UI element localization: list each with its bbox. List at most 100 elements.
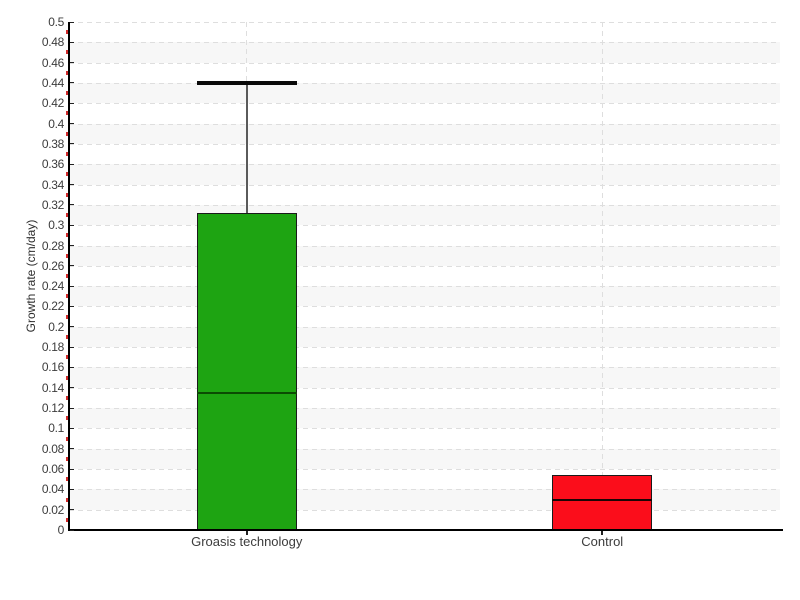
- h-gridline: [69, 509, 780, 511]
- y-tick: [70, 326, 74, 328]
- y-tick-label: 0: [57, 523, 65, 537]
- y-tick-label: 0.16: [41, 360, 64, 375]
- y-tick-label: 0.06: [41, 462, 64, 477]
- y-minor-tick: [66, 253, 68, 258]
- y-tick-label: 0.22: [41, 299, 64, 314]
- y-tick-label: 0.26: [41, 258, 64, 273]
- y-minor-tick: [66, 456, 68, 461]
- y-minor-tick: [66, 50, 68, 55]
- y-tick-label: 0.28: [41, 238, 64, 253]
- y-tick: [70, 407, 74, 409]
- y-tick-label: 0.2: [48, 319, 64, 334]
- y-minor-tick: [66, 30, 68, 35]
- y-tick-label: 0.24: [41, 279, 64, 294]
- y-tick: [70, 509, 74, 511]
- y-tick: [70, 204, 74, 206]
- y-tick-label: 0.42: [41, 96, 64, 111]
- y-tick: [70, 62, 74, 64]
- plot-band: [69, 448, 780, 470]
- h-gridline: [69, 448, 780, 450]
- category-label: Groasis technology: [191, 534, 303, 549]
- x-tick: [601, 531, 604, 535]
- y-tick-label: 0.08: [41, 441, 64, 456]
- h-gridline: [69, 408, 780, 410]
- y-tick: [70, 82, 74, 84]
- y-minor-tick: [66, 436, 68, 441]
- y-tick: [70, 448, 74, 450]
- y-minor-tick: [66, 497, 68, 502]
- h-gridline: [69, 286, 780, 288]
- h-gridline: [69, 184, 780, 186]
- plot-band: [69, 489, 780, 510]
- y-minor-tick: [66, 294, 68, 299]
- median-line: [196, 391, 297, 394]
- y-tick-label: 0.32: [41, 197, 64, 212]
- whisker-cap: [196, 80, 297, 85]
- plot-band: [69, 204, 780, 226]
- y-tick: [70, 224, 74, 226]
- y-tick: [70, 265, 74, 267]
- whisker-line: [245, 82, 248, 213]
- y-minor-tick: [66, 416, 68, 421]
- x-tick: [245, 531, 248, 535]
- y-minor-tick: [66, 517, 68, 522]
- y-tick-label: 0.44: [41, 75, 64, 90]
- h-gridline: [69, 428, 780, 430]
- h-gridline: [69, 367, 780, 369]
- y-axis-line: [68, 22, 70, 530]
- v-gridline: [601, 22, 603, 530]
- y-tick-label: 0.48: [41, 35, 64, 50]
- h-gridline: [69, 225, 780, 227]
- h-gridline: [69, 42, 780, 44]
- y-tick: [70, 387, 74, 389]
- y-tick-label: 0.38: [41, 136, 64, 151]
- plot-band: [69, 245, 780, 266]
- y-tick: [70, 245, 74, 247]
- y-minor-tick: [66, 274, 68, 278]
- h-gridline: [69, 347, 780, 349]
- y-minor-tick: [66, 172, 68, 177]
- h-gridline: [69, 387, 780, 389]
- y-tick-label: 0.4: [48, 116, 64, 131]
- y-tick: [70, 123, 74, 125]
- y-tick: [70, 529, 74, 531]
- plot-band: [69, 367, 780, 388]
- y-tick: [70, 427, 74, 429]
- y-tick: [70, 488, 74, 490]
- box: [552, 475, 653, 530]
- y-tick: [70, 468, 74, 470]
- y-tick-label: 0.36: [41, 157, 64, 172]
- y-tick-label: 0.02: [41, 502, 64, 517]
- y-tick-label: 0.34: [41, 177, 64, 192]
- y-tick-label: 0.1: [48, 421, 64, 436]
- y-tick-label: 0.04: [41, 482, 64, 497]
- h-gridline: [69, 469, 780, 471]
- y-tick: [70, 184, 74, 186]
- y-tick-label: 0.14: [41, 380, 64, 395]
- category-label: Control: [581, 534, 624, 549]
- y-tick-label: 0.18: [41, 340, 64, 355]
- y-minor-tick: [66, 477, 68, 482]
- median-line: [552, 498, 653, 501]
- y-minor-tick: [66, 213, 68, 218]
- y-minor-tick: [66, 355, 68, 360]
- h-gridline: [69, 306, 780, 308]
- y-tick: [70, 143, 74, 145]
- plot-band: [69, 164, 780, 185]
- y-tick-label: 0.3: [48, 218, 64, 233]
- h-gridline: [69, 123, 780, 125]
- box: [196, 213, 297, 530]
- plot-band: [69, 123, 780, 144]
- h-gridline: [69, 265, 780, 267]
- h-gridline: [69, 82, 780, 84]
- h-gridline: [69, 164, 780, 166]
- y-minor-tick: [66, 152, 68, 157]
- y-minor-tick: [66, 395, 68, 400]
- h-gridline: [69, 489, 780, 491]
- y-tick: [70, 163, 74, 165]
- h-gridline: [69, 62, 780, 64]
- y-tick: [70, 346, 74, 348]
- plot-area: 0 0.02 0.04 0.06 0.08 0.1 0.12 0.14 0.16 0.18 0.2 0…: [42, 16, 783, 549]
- h-gridline: [69, 22, 780, 23]
